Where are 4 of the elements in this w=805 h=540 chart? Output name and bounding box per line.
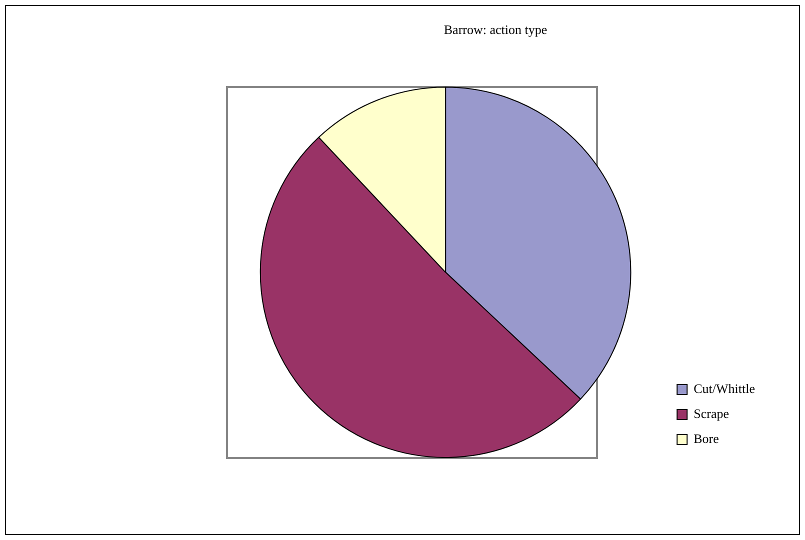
chart-title: Barrow: action type xyxy=(444,22,548,38)
legend-label: Bore xyxy=(694,430,720,446)
legend-label: Cut/Whittle xyxy=(694,380,756,396)
legend-label: Scrape xyxy=(694,406,730,421)
